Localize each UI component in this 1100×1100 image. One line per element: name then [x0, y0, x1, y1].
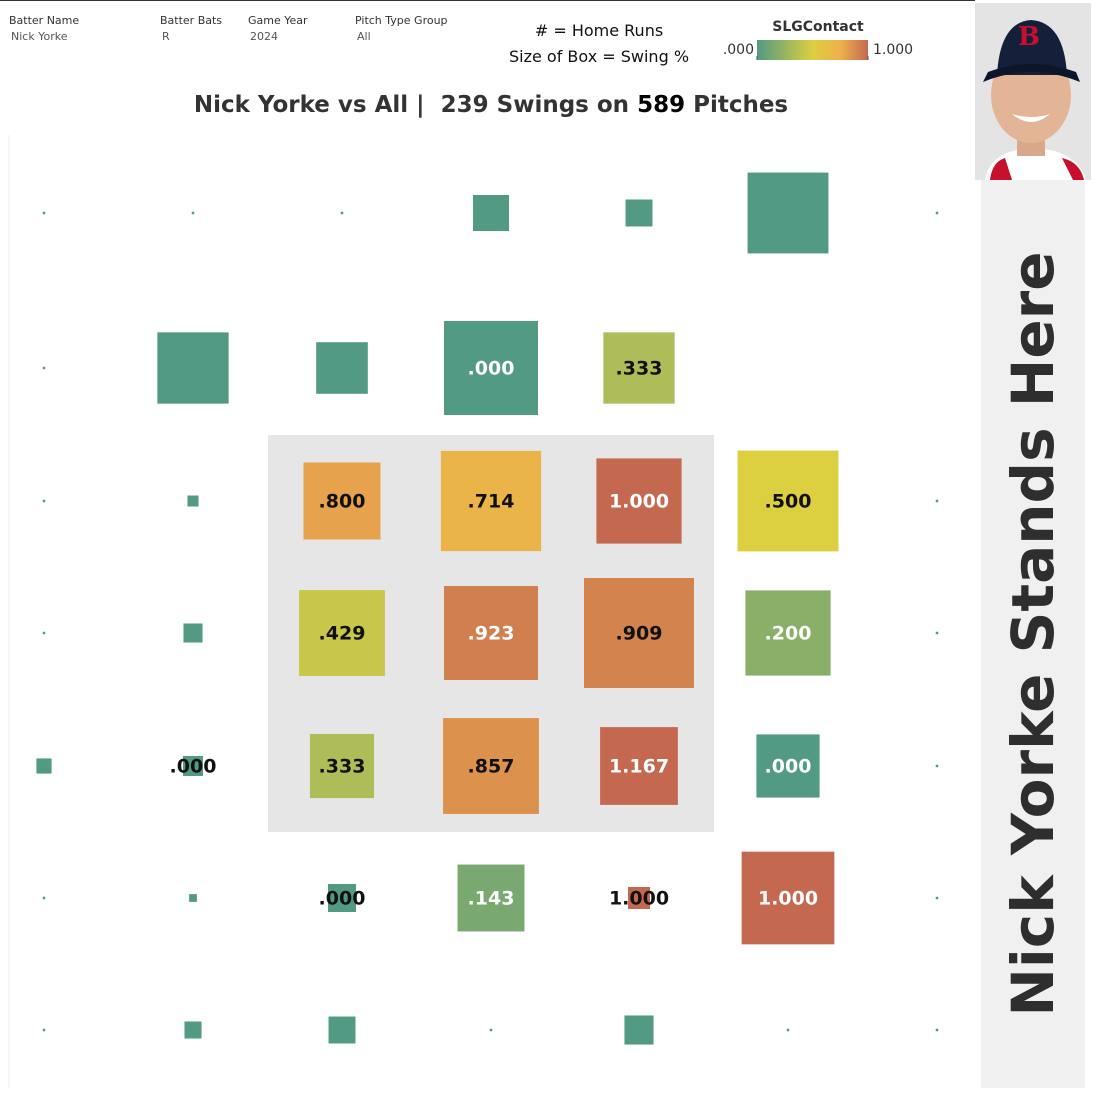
cell-box: [624, 1015, 654, 1045]
filter-value: All: [357, 30, 371, 43]
cell-box: [457, 864, 525, 932]
cell-label: .500: [765, 491, 812, 513]
chart-title: Nick Yorke vs All | 239 Swings on 589 Pi…: [0, 92, 982, 118]
cell-box: [183, 756, 203, 776]
cell-label: .923: [468, 623, 515, 645]
filter[interactable]: Pitch Type Group All: [355, 14, 448, 43]
cell-box: [299, 590, 385, 676]
cell-label: .000: [170, 756, 217, 778]
cell-label: .333: [616, 358, 663, 380]
title-text: Swings on: [496, 92, 630, 118]
cell-box: [628, 887, 650, 909]
cell-box: [935, 499, 939, 503]
cell-box: [187, 495, 199, 507]
cell-box: [473, 195, 509, 231]
legend-note: Size of Box = Swing %: [508, 47, 690, 66]
cell-box: [42, 211, 46, 215]
cell-box: [935, 896, 939, 900]
title-number: 239: [440, 92, 489, 118]
color-legend-bar: [757, 40, 868, 60]
cell-box: [327, 883, 357, 913]
cell-label: 1.000: [609, 491, 669, 513]
cell-label: 1.167: [609, 756, 669, 778]
color-legend-title: SLGContact: [772, 19, 864, 35]
legend-note: # = Home Runs: [534, 21, 664, 40]
cell-box: [745, 590, 831, 676]
cell-label: .143: [468, 888, 515, 910]
cell-label: 1.000: [609, 888, 669, 910]
cell-box: [36, 758, 52, 774]
cell-label: .800: [319, 491, 366, 513]
player-photo: B: [975, 3, 1091, 180]
filter[interactable]: Batter Bats R: [160, 14, 222, 43]
cell-box: [603, 332, 675, 404]
title-text: Nick Yorke vs All |: [193, 92, 425, 118]
filter-value: Nick Yorke: [11, 30, 68, 43]
cell-box: [935, 631, 939, 635]
cell-box: [440, 450, 542, 552]
cell-label: .857: [468, 756, 515, 778]
cell-box: [756, 734, 820, 798]
filter[interactable]: Game Year 2024: [248, 14, 308, 43]
cell-box: [42, 499, 46, 503]
cell-box: [737, 450, 839, 552]
cell-box: [157, 332, 229, 404]
filter-value: 2024: [250, 30, 278, 43]
cell-box: [42, 896, 46, 900]
cell-label: .200: [765, 623, 812, 645]
cell-box: [786, 1028, 790, 1032]
filter-label: Game Year: [248, 14, 308, 27]
side-panel: Nick Yorke Stands Here: [981, 180, 1085, 1088]
filter-label: Batter Bats: [160, 14, 223, 27]
cell-box: [935, 211, 939, 215]
cell-label: .429: [319, 623, 366, 645]
filter[interactable]: Batter Name Nick Yorke: [9, 14, 79, 43]
cell-label: .909: [616, 623, 663, 645]
cell-label: .714: [468, 491, 515, 513]
color-legend-tick-label: 1.000: [873, 42, 913, 58]
cell-box: [316, 342, 368, 394]
cell-label: .000: [765, 756, 812, 778]
cell-box: [596, 458, 682, 544]
cell-box: [584, 578, 694, 688]
cell-box: [328, 1016, 356, 1044]
cell-box: [444, 586, 538, 680]
cell-box: [191, 211, 195, 215]
cell-box: [489, 1028, 493, 1032]
filter-label: Pitch Type Group: [355, 14, 448, 27]
title-number: 589: [637, 92, 686, 118]
cell-label: .333: [319, 756, 366, 778]
top-border: [0, 0, 975, 1]
cell-box: [935, 1028, 939, 1032]
svg-text:B: B: [1018, 22, 1040, 52]
cell-box: [303, 462, 381, 540]
cell-box: [444, 321, 538, 415]
cell-box: [42, 631, 46, 635]
cell-box: [309, 733, 375, 799]
cell-label: .000: [319, 888, 366, 910]
cell-box: [42, 1028, 46, 1032]
cell-box: [189, 894, 197, 902]
cell-box: [42, 366, 46, 370]
cell-label: .000: [468, 358, 515, 380]
cell-box: [741, 851, 835, 945]
color-legend-tick-label: .000: [723, 42, 754, 58]
cell-box: [625, 199, 653, 227]
cell-label: 1.000: [758, 888, 818, 910]
filter-label: Batter Name: [9, 14, 80, 27]
filter-value: R: [162, 30, 170, 43]
cell-box: [747, 172, 829, 254]
cell-box: [443, 718, 539, 814]
cell-box: [340, 211, 344, 215]
cell-box: [935, 764, 939, 768]
cell-box: [183, 623, 203, 643]
cell-box: [184, 1021, 202, 1039]
cell-box: [600, 727, 678, 805]
title-text: Pitches: [693, 92, 789, 118]
